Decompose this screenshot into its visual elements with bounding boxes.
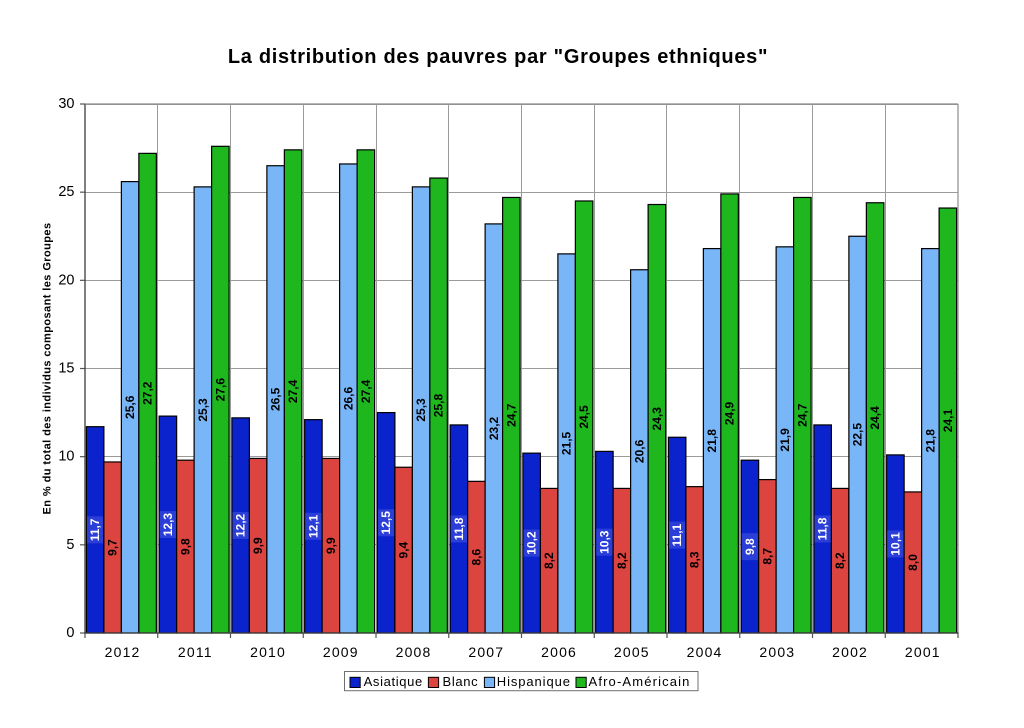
svg-text:10,3: 10,3 (597, 530, 611, 554)
svg-text:25,6: 25,6 (123, 395, 137, 419)
svg-text:12,2: 12,2 (234, 513, 248, 537)
svg-text:2002: 2002 (832, 644, 868, 660)
svg-text:24,5: 24,5 (577, 405, 591, 429)
svg-text:9,7: 9,7 (106, 539, 120, 556)
svg-text:2005: 2005 (614, 644, 650, 660)
svg-text:2008: 2008 (396, 644, 432, 660)
svg-text:12,3: 12,3 (161, 513, 175, 537)
svg-text:25,3: 25,3 (414, 398, 428, 422)
svg-text:15: 15 (58, 361, 74, 377)
svg-text:24,3: 24,3 (650, 407, 664, 431)
svg-text:8,2: 8,2 (833, 552, 847, 569)
svg-text:24,9: 24,9 (723, 401, 737, 425)
svg-text:2012: 2012 (105, 644, 141, 660)
svg-text:9,9: 9,9 (324, 537, 338, 554)
svg-text:20,6: 20,6 (632, 439, 646, 463)
svg-text:12,1: 12,1 (306, 514, 320, 538)
svg-text:8,0: 8,0 (906, 554, 920, 571)
svg-text:21,8: 21,8 (705, 429, 719, 453)
svg-text:8,2: 8,2 (542, 552, 556, 569)
svg-text:La distribution des pauvres pa: La distribution des pauvres par "Groupes… (228, 46, 768, 68)
svg-text:2004: 2004 (687, 644, 723, 660)
svg-text:27,2: 27,2 (141, 381, 155, 405)
svg-text:10,2: 10,2 (525, 531, 539, 555)
svg-text:Afro-Américain: Afro-Américain (589, 674, 691, 689)
svg-text:9,4: 9,4 (397, 541, 411, 558)
svg-text:25: 25 (58, 184, 74, 200)
svg-text:10: 10 (58, 449, 74, 465)
svg-text:22,5: 22,5 (851, 423, 865, 447)
svg-text:0: 0 (66, 625, 74, 641)
svg-text:2009: 2009 (323, 644, 359, 660)
svg-text:27,4: 27,4 (286, 379, 300, 403)
svg-text:2007: 2007 (468, 644, 504, 660)
svg-text:2006: 2006 (541, 644, 577, 660)
svg-text:23,2: 23,2 (487, 416, 501, 440)
svg-text:5: 5 (66, 537, 74, 553)
svg-text:En % du total des individus co: En % du total des individus composant le… (41, 223, 53, 515)
svg-text:2001: 2001 (905, 644, 941, 660)
svg-text:9,8: 9,8 (178, 538, 192, 555)
svg-text:21,9: 21,9 (778, 428, 792, 452)
svg-text:27,4: 27,4 (359, 379, 373, 403)
svg-text:30: 30 (58, 96, 74, 112)
svg-text:24,4: 24,4 (868, 406, 882, 430)
svg-text:8,7: 8,7 (760, 548, 774, 565)
svg-text:20: 20 (58, 272, 74, 288)
svg-text:Asiatique: Asiatique (364, 674, 423, 689)
svg-text:2011: 2011 (178, 644, 213, 660)
svg-text:11,7: 11,7 (88, 518, 102, 541)
svg-text:9,9: 9,9 (251, 537, 265, 554)
svg-text:Blanc: Blanc (443, 674, 479, 689)
svg-text:10,1: 10,1 (888, 532, 902, 556)
svg-text:21,8: 21,8 (923, 429, 937, 453)
svg-text:2003: 2003 (759, 644, 795, 660)
svg-text:9,8: 9,8 (743, 538, 757, 555)
svg-text:25,8: 25,8 (432, 394, 446, 418)
svg-text:8,2: 8,2 (615, 552, 629, 569)
svg-text:12,5: 12,5 (379, 511, 393, 535)
svg-text:2010: 2010 (250, 644, 286, 660)
svg-text:24,7: 24,7 (504, 403, 518, 427)
svg-text:26,5: 26,5 (269, 387, 283, 411)
svg-text:24,1: 24,1 (941, 409, 955, 433)
svg-text:11,1: 11,1 (670, 523, 684, 546)
svg-text:8,3: 8,3 (688, 551, 702, 568)
svg-text:27,6: 27,6 (213, 378, 227, 402)
svg-text:21,5: 21,5 (560, 431, 574, 455)
svg-text:11,8: 11,8 (816, 517, 830, 540)
svg-text:Hispanique: Hispanique (497, 674, 571, 689)
svg-text:8,6: 8,6 (469, 549, 483, 566)
svg-text:24,7: 24,7 (795, 403, 809, 427)
svg-text:25,3: 25,3 (196, 398, 210, 422)
svg-text:11,8: 11,8 (452, 517, 466, 540)
svg-text:26,6: 26,6 (341, 386, 355, 410)
